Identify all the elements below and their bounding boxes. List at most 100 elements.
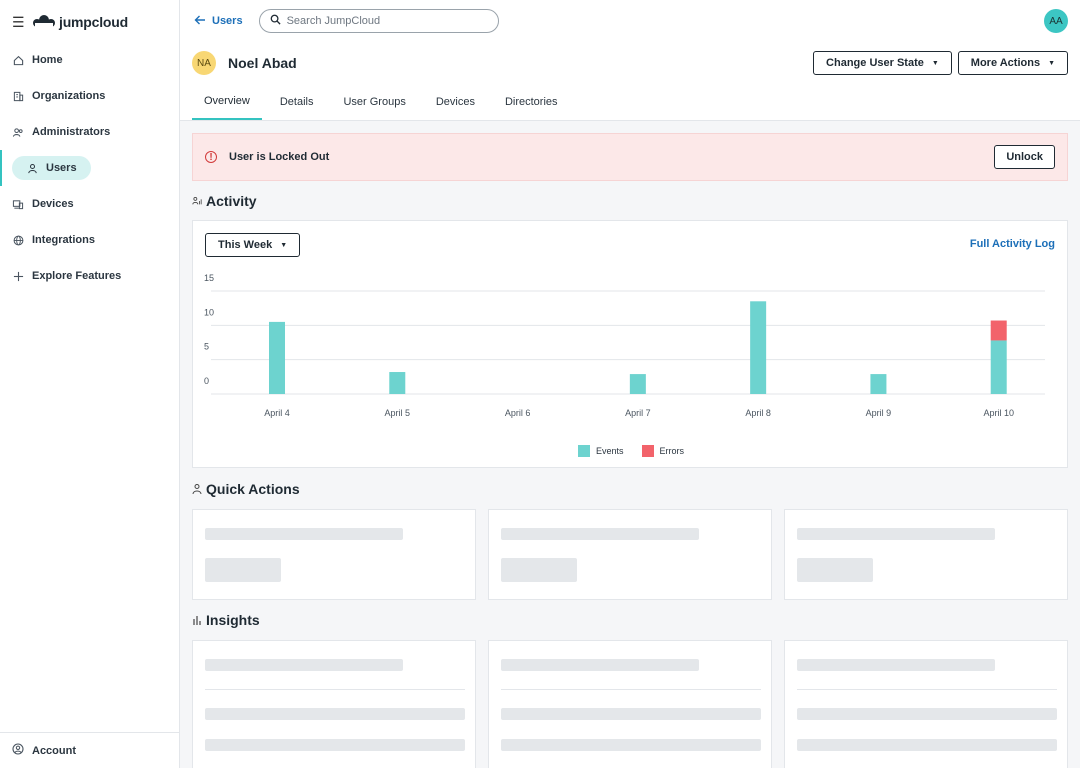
y-tick-label: 10 [204, 307, 214, 317]
skeleton-row [797, 708, 1057, 720]
quick-action-card-loading [784, 509, 1068, 600]
caret-down-icon: ▼ [931, 59, 939, 67]
sidebar-account[interactable]: Account [0, 732, 180, 768]
brand: ☰ jumpcloud [12, 12, 128, 32]
change-user-state-label: Change User State [826, 57, 924, 69]
chart-legend: Events Errors [193, 445, 1069, 457]
insight-card-loading [192, 640, 476, 768]
bar-chart-icon [192, 614, 202, 626]
y-tick-label: 15 [204, 273, 214, 283]
topbar: Users [194, 9, 499, 33]
more-actions-button[interactable]: More Actions ▼ [957, 51, 1068, 75]
divider [797, 689, 1057, 690]
tab-details[interactable]: Details [279, 96, 314, 108]
sidebar-item-administrators[interactable]: Administrators [0, 114, 180, 150]
user-tabs: Overview Details User Groups Devices Dir… [192, 84, 576, 120]
user-heading: NA Noel Abad [192, 51, 297, 75]
legend-item-errors[interactable]: Errors [641, 445, 684, 457]
sidebar: ☰ jumpcloud Home Organizations [0, 0, 180, 768]
x-tick-label: April 8 [745, 408, 771, 418]
cloud-logo-icon [33, 15, 55, 28]
insights-title: Insights [206, 612, 260, 628]
main-content: ! User is Locked Out Unlock Activity Thi… [180, 121, 1080, 768]
caret-down-icon: ▼ [1048, 59, 1055, 67]
user-name: Noel Abad [228, 55, 297, 71]
arrow-left-icon [194, 15, 206, 28]
insight-card-loading [488, 640, 772, 768]
admins-icon [12, 126, 24, 138]
activity-section-title: Activity [192, 193, 257, 209]
plus-icon [12, 270, 24, 282]
back-to-users-link[interactable]: Users [194, 15, 243, 28]
tab-devices[interactable]: Devices [435, 96, 475, 108]
skeleton-row [501, 739, 761, 751]
sidebar-item-organizations[interactable]: Organizations [0, 78, 180, 114]
skeleton-title [205, 528, 403, 540]
insights-section-title: Insights [192, 612, 260, 628]
hamburger-menu-icon[interactable]: ☰ [12, 14, 25, 30]
legend-item-events[interactable]: Events [577, 445, 624, 457]
sidebar-nav: Home Organizations Administrators Users [0, 42, 180, 294]
skeleton-row [205, 708, 465, 720]
search-box[interactable] [258, 9, 499, 33]
tab-overview[interactable]: Overview [192, 84, 262, 120]
sidebar-item-users[interactable]: Users [0, 150, 180, 186]
alert-message: User is Locked Out [229, 151, 330, 163]
bar-events [629, 374, 646, 394]
jumpcloud-logo[interactable]: jumpcloud [32, 14, 128, 30]
skeleton-title [797, 528, 995, 540]
sidebar-item-explore-features[interactable]: Explore Features [0, 258, 180, 294]
sidebar-item-label: Administrators [32, 126, 111, 138]
account-icon [12, 743, 24, 758]
building-icon [12, 90, 24, 102]
activity-card: This Week ▼ Full Activity Log 15 10 5 0 Apri… [192, 220, 1068, 468]
sidebar-item-label: Explore Features [32, 270, 122, 282]
x-tick-label: April 6 [505, 408, 531, 418]
user-avatar: NA [192, 51, 216, 75]
skeleton-row [797, 739, 1057, 751]
sidebar-item-label: Devices [32, 198, 74, 210]
x-tick-label: April 7 [625, 408, 651, 418]
skeleton-row [501, 708, 761, 720]
search-input[interactable] [286, 15, 487, 27]
quick-actions-title: Quick Actions [206, 481, 300, 497]
sidebar-item-label: Home [32, 54, 63, 66]
quick-action-card-loading [192, 509, 476, 600]
x-tick-label: April 5 [385, 408, 411, 418]
bar-events [990, 340, 1007, 394]
skeleton-title [797, 659, 995, 671]
sidebar-item-integrations[interactable]: Integrations [0, 222, 180, 258]
change-user-state-button[interactable]: Change User State ▼ [813, 51, 952, 75]
skeleton-button [501, 558, 577, 582]
legend-label-events: Events [595, 446, 624, 456]
bar-events [750, 301, 767, 394]
bar-events [389, 372, 406, 394]
caret-down-icon: ▼ [280, 241, 288, 249]
legend-swatch-events [577, 445, 590, 457]
devices-icon [12, 198, 24, 210]
sidebar-item-users-pill[interactable]: Users [12, 156, 91, 180]
activity-chart: 15 10 5 0 April 4 April 5 April 6 April 7 April … [204, 273, 1045, 418]
skeleton-title [205, 659, 403, 671]
unlock-button[interactable]: Unlock [994, 145, 1055, 169]
sidebar-item-label: Organizations [32, 90, 106, 102]
account-label: Account [32, 744, 76, 757]
globe-icon [12, 234, 24, 246]
activity-icon [192, 195, 202, 207]
back-label: Users [212, 15, 243, 27]
y-tick-label: 5 [204, 342, 209, 352]
skeleton-title [501, 528, 699, 540]
sidebar-item-home[interactable]: Home [0, 42, 180, 78]
sidebar-item-devices[interactable]: Devices [0, 186, 180, 222]
user-icon [26, 162, 38, 174]
x-tick-label: April 4 [264, 408, 290, 418]
locked-out-alert: ! User is Locked Out Unlock [192, 133, 1068, 181]
bar-errors [990, 320, 1007, 341]
x-tick-label: April 9 [866, 408, 892, 418]
admin-avatar[interactable]: AA [1044, 9, 1068, 33]
skeleton-button [797, 558, 873, 582]
full-activity-log-link[interactable]: Full Activity Log [969, 238, 1055, 250]
tab-user-groups[interactable]: User Groups [343, 96, 406, 108]
date-range-dropdown[interactable]: This Week ▼ [205, 233, 301, 257]
tab-directories[interactable]: Directories [504, 96, 558, 108]
